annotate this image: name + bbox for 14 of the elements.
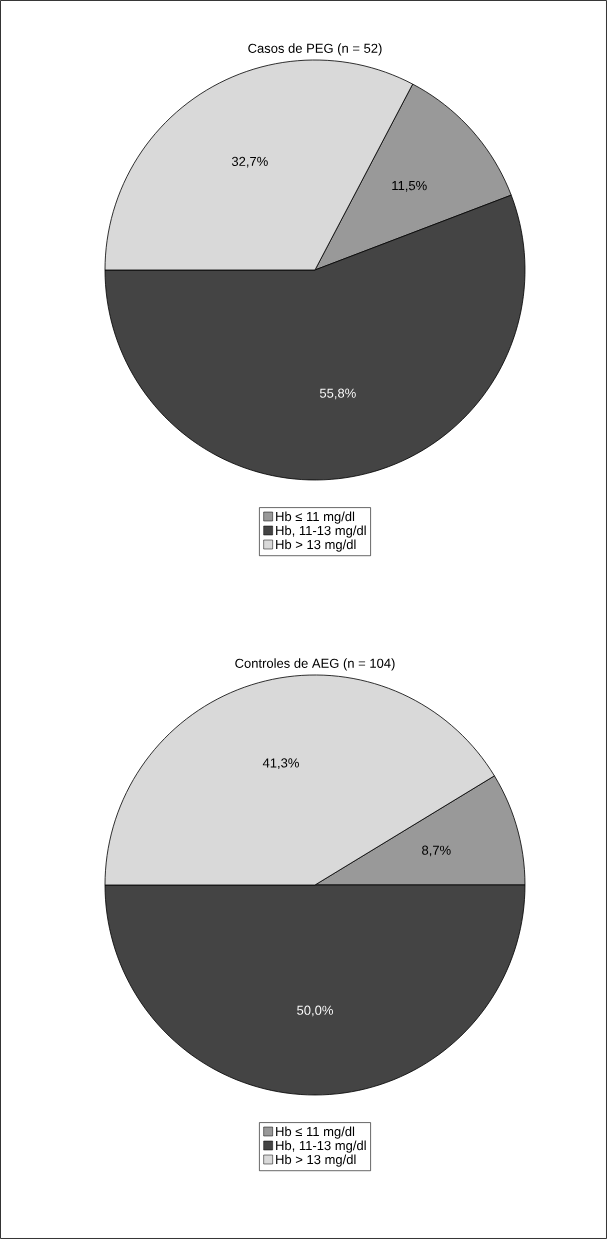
data-label: 11,5% — [392, 181, 427, 192]
data-label: 55,8% — [319, 388, 356, 400]
data-label: 8,7% — [422, 845, 451, 857]
legend-label: Hb, 11-13 mg/dl — [276, 1140, 366, 1153]
data-label: 32,7% — [231, 156, 268, 168]
legend-label: Hb ≤ 11 mg/dl — [276, 511, 355, 524]
legend-label: Hb, 11-13 mg/dl — [276, 525, 366, 538]
data-label: 41,3% — [262, 758, 299, 770]
chart-title: Controles de AEG (n = 104) — [235, 658, 395, 671]
legend-label: Hb > 13 mg/dl — [276, 1154, 356, 1167]
chart-title: Casos de PEG (n = 52) — [248, 43, 382, 56]
legend-label: Hb ≤ 11 mg/dl — [276, 1126, 355, 1139]
legend-label: Hb > 13 mg/dl — [276, 539, 356, 552]
data-label: 50,0% — [297, 1005, 333, 1017]
